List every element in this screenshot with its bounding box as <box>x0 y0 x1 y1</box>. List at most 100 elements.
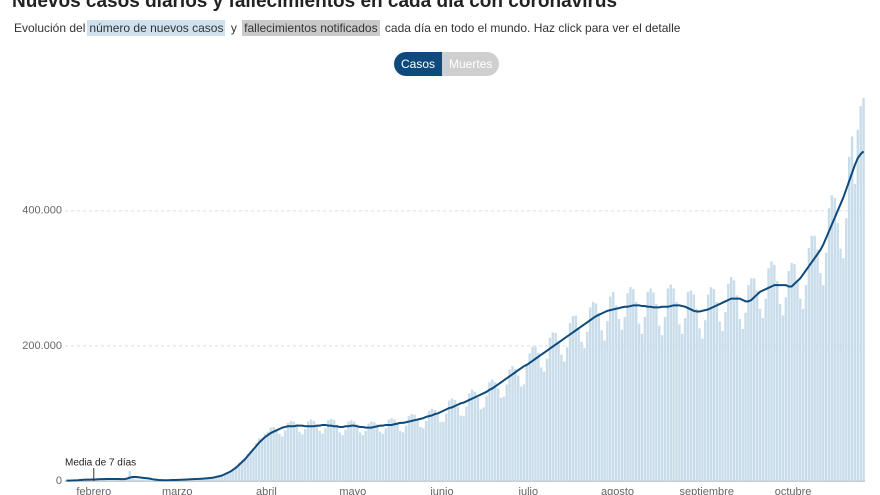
bar <box>465 406 468 481</box>
bar <box>347 421 350 481</box>
bar <box>514 368 517 481</box>
bar <box>128 470 131 481</box>
bar <box>646 291 649 481</box>
bar <box>361 435 365 481</box>
bar <box>306 421 310 481</box>
bar <box>577 327 580 481</box>
bar <box>847 156 851 481</box>
bar <box>614 305 618 481</box>
bar <box>479 409 483 481</box>
bar <box>845 218 848 481</box>
bar <box>709 287 713 481</box>
bar <box>537 352 540 481</box>
bar <box>341 435 344 481</box>
bar <box>217 475 221 481</box>
bar <box>318 431 321 481</box>
bar <box>482 407 485 481</box>
bar <box>738 318 742 481</box>
subtitle-highlight: número de nuevos casos <box>87 20 226 36</box>
bar <box>542 371 546 481</box>
bar <box>485 395 488 481</box>
bar <box>588 307 592 481</box>
bar <box>842 258 845 481</box>
bar <box>525 366 529 481</box>
bar <box>442 421 445 481</box>
y-tick-label: 400.000 <box>22 205 62 217</box>
bar <box>462 416 465 481</box>
bar <box>850 136 854 482</box>
bar <box>263 433 267 481</box>
bar <box>258 438 261 481</box>
bar <box>206 478 209 481</box>
bar <box>243 458 247 481</box>
bar <box>591 302 595 481</box>
bar <box>609 296 612 481</box>
bar <box>468 393 471 481</box>
bar <box>223 474 226 481</box>
bar <box>816 249 819 481</box>
bar <box>393 419 396 481</box>
bar <box>410 414 413 481</box>
bar <box>384 428 388 481</box>
bar <box>799 298 802 481</box>
bar <box>260 437 264 481</box>
bar <box>407 416 411 481</box>
toggle: Casos Muertes <box>394 52 500 76</box>
bar <box>652 292 655 481</box>
bar <box>134 479 137 481</box>
bar <box>338 432 342 481</box>
bar <box>568 322 572 481</box>
bar <box>453 399 457 481</box>
bar <box>378 431 382 481</box>
bar <box>649 288 652 481</box>
x-tick-label: febrero <box>76 486 111 495</box>
bar <box>862 98 865 482</box>
bar <box>718 321 721 481</box>
bar <box>275 429 278 481</box>
bar <box>623 316 626 481</box>
bar <box>721 331 724 481</box>
bar <box>660 335 664 481</box>
bar <box>246 453 249 481</box>
bar <box>108 479 111 481</box>
bar <box>600 330 603 481</box>
bar <box>390 418 393 481</box>
toggle-button[interactable]: Casos <box>394 52 443 76</box>
bar <box>603 340 606 481</box>
bar <box>269 427 272 481</box>
bar <box>488 382 491 481</box>
bar <box>528 353 531 481</box>
bar <box>353 421 356 481</box>
bar <box>655 304 658 481</box>
bar <box>548 337 552 481</box>
bar <box>125 479 129 481</box>
bar <box>770 261 773 481</box>
bar <box>683 318 687 481</box>
bar <box>240 460 244 481</box>
bar <box>824 252 828 481</box>
bar <box>761 318 765 481</box>
bar <box>822 285 825 481</box>
bar <box>813 235 816 481</box>
bar <box>729 277 733 481</box>
bar <box>413 414 416 481</box>
bar <box>329 418 333 481</box>
bar <box>404 425 408 481</box>
x-tick-label: junio <box>429 486 453 495</box>
toggle-button[interactable]: Muertes <box>442 52 500 76</box>
bar <box>830 195 834 481</box>
bar <box>344 429 347 481</box>
bar <box>439 422 442 481</box>
bar <box>784 297 788 481</box>
bar <box>534 346 537 481</box>
bar <box>563 361 566 481</box>
bar <box>214 476 218 481</box>
bar <box>281 436 284 481</box>
bar <box>764 298 767 481</box>
bar <box>640 333 644 481</box>
bar <box>758 308 762 481</box>
bar <box>833 197 836 482</box>
bar <box>419 426 422 481</box>
bar <box>140 479 143 481</box>
